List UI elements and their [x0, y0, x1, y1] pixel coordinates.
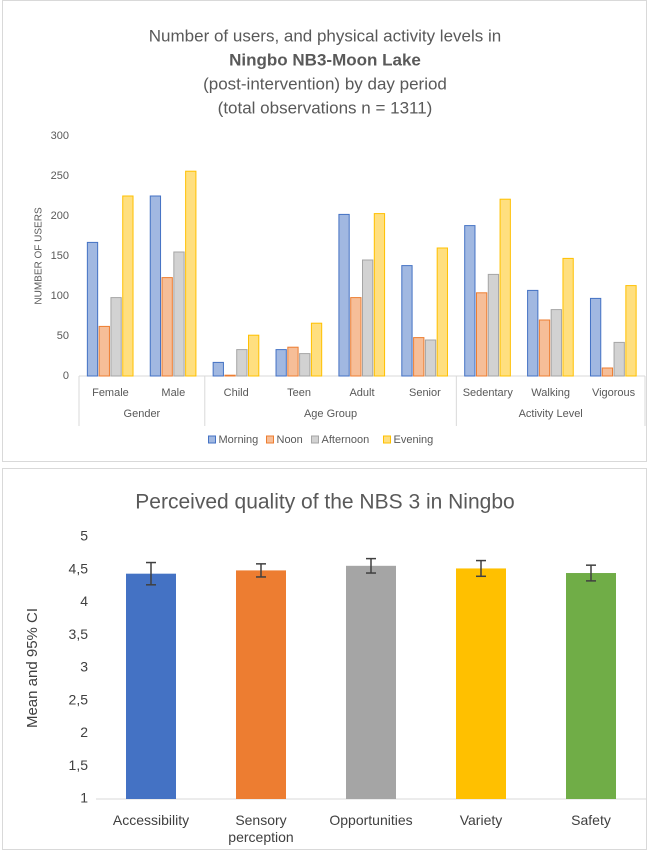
bar: [338, 213, 350, 377]
bar: [589, 297, 602, 377]
y-tick-label: 200: [51, 210, 69, 222]
bar: [212, 361, 224, 377]
bar: [550, 309, 562, 377]
y-tick-label: 100: [51, 290, 69, 302]
bar: [110, 297, 122, 377]
x-tick-label: Senior: [409, 387, 441, 399]
bar: [566, 573, 616, 799]
chart-2: Perceived quality of the NBS 3 in Ningbo…: [24, 491, 646, 806]
y-tick-label: 2: [80, 724, 88, 740]
bar: [527, 289, 539, 377]
x-tick-label: Female: [92, 387, 129, 399]
bar: [299, 353, 311, 377]
y-tick-label: 3,5: [69, 626, 89, 642]
legend-swatch: [208, 435, 216, 444]
bar: [86, 241, 99, 377]
bar: [185, 170, 197, 377]
x-tick-label: Accessibility: [112, 812, 190, 828]
bar: [346, 565, 396, 799]
chart-title: Number of users, and physical activity l…: [149, 26, 501, 45]
chart-1: Number of users, and physical activity l…: [34, 26, 646, 446]
bar: [625, 285, 637, 377]
y-tick-label: 150: [51, 250, 69, 262]
legend-swatch: [266, 435, 274, 444]
group-label: Activity Level: [519, 408, 583, 420]
chart-title: (total observations n = 1311): [218, 98, 433, 117]
y-tick-label: 4,5: [69, 560, 89, 576]
y-tick-label: 0: [63, 370, 69, 382]
chart-2-frame: Perceived quality of the NBS 3 in Ningbo…: [2, 468, 647, 850]
chart-title: (post-intervention) by day period: [203, 74, 447, 93]
bar: [287, 346, 299, 377]
chart-title: Ningbo NB3-Moon Lake: [229, 50, 421, 69]
legend-swatch: [311, 435, 319, 444]
bar: [161, 277, 173, 377]
y-tick-label: 3: [80, 659, 88, 675]
y-tick-label: 4: [80, 593, 88, 609]
x-tick-label: Teen: [287, 387, 311, 399]
bar: [424, 339, 437, 377]
bar: [401, 265, 413, 377]
x-tick-label: Opportunities: [329, 812, 413, 828]
y-tick-label: 50: [57, 330, 69, 342]
bar: [362, 259, 374, 377]
y-tick-label: 5: [80, 528, 88, 544]
x-tick-label: Safety: [571, 812, 611, 828]
bar: [224, 374, 236, 377]
legend-label: Evening: [394, 434, 434, 446]
x-tick-label: Sedentary: [463, 387, 514, 399]
x-tick-label: Adult: [349, 387, 374, 399]
group-label: Gender: [124, 408, 161, 420]
bar: [248, 334, 260, 377]
x-tick-label: Male: [161, 387, 185, 399]
bar: [173, 251, 185, 377]
x-tick-label: Sensory perception: [228, 812, 294, 845]
y-tick-label: 300: [51, 130, 69, 142]
bar: [236, 570, 286, 799]
x-tick-label: Variety: [459, 812, 503, 828]
legend-swatch: [383, 435, 391, 444]
legend-label: Noon: [277, 434, 303, 446]
bar: [613, 341, 625, 377]
y-axis-label: Mean and 95% CI: [24, 608, 41, 728]
bar: [149, 195, 162, 377]
bar: [413, 337, 425, 377]
bar: [601, 367, 614, 377]
bar: [236, 349, 248, 377]
bar: [310, 322, 323, 377]
y-axis-label: NUMBER OF USERS: [34, 207, 45, 305]
legend-label: Afternoon: [322, 434, 370, 446]
y-tick-label: 1,5: [69, 757, 89, 773]
bar: [436, 247, 448, 377]
y-tick-label: 2,5: [69, 691, 89, 707]
bar: [456, 568, 506, 799]
chart-title: Perceived quality of the NBS 3 in Ningbo: [135, 491, 514, 514]
x-tick-label: Vigorous: [592, 387, 636, 399]
y-tick-label: 1: [80, 790, 88, 806]
bar: [275, 349, 287, 377]
bar: [350, 297, 362, 377]
bar: [126, 573, 176, 799]
bar: [98, 325, 110, 377]
y-tick-label: 250: [51, 170, 69, 182]
bar: [562, 257, 574, 377]
bar: [538, 319, 551, 377]
bar: [464, 225, 476, 377]
chart-1-frame: Number of users, and physical activity l…: [2, 0, 647, 462]
bar: [487, 273, 500, 377]
bar: [499, 198, 511, 377]
bar: [373, 213, 386, 377]
x-tick-label: Walking: [531, 387, 570, 399]
x-tick-label: Child: [224, 387, 249, 399]
bar: [122, 195, 134, 377]
group-label: Age Group: [304, 408, 357, 420]
legend-label: Morning: [219, 434, 259, 446]
bar: [475, 292, 488, 377]
